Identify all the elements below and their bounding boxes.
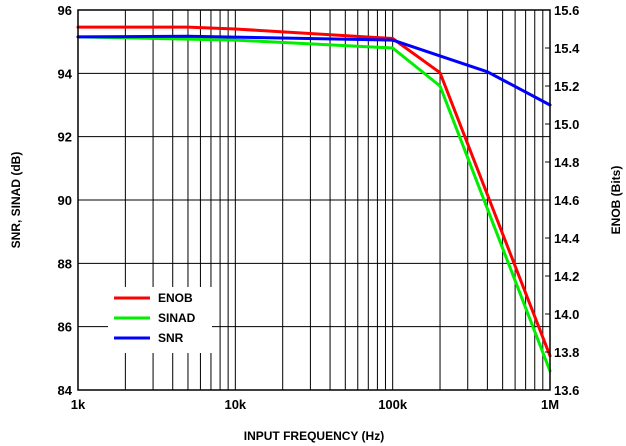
y2-tick-label: 15.0 (554, 117, 579, 132)
y2-tick-label: 14.2 (554, 269, 579, 284)
y2-tick-label: 13.8 (554, 345, 579, 360)
y2-tick-label: 13.6 (554, 383, 579, 398)
y2-tick-label: 15.2 (554, 79, 579, 94)
legend-label-enob: ENOB (158, 291, 193, 305)
y2-tick-label: 15.4 (554, 41, 580, 56)
y-tick-label: 86 (58, 320, 72, 335)
x-tick-label: 100k (378, 397, 408, 412)
y2-tick-label: 14.4 (554, 231, 580, 246)
y-tick-label: 94 (58, 66, 73, 81)
tick-labels: 84 86 88 90 92 94 96 13.6 13.8 14.0 14.2 14.4 14.6 14… (58, 3, 581, 412)
x-axis-title: INPUT FREQUENCY (Hz) (244, 429, 384, 443)
y2-axis-title: ENOB (Bits) (609, 166, 623, 235)
y-axis-title: SNR, SINAD (dB) (9, 152, 23, 249)
y2-tick-label: 14.8 (554, 155, 579, 170)
y2-tick-label: 14.6 (554, 193, 579, 208)
y2-tick-label: 15.6 (554, 3, 579, 18)
y-tick-label: 96 (58, 3, 72, 18)
x-tick-label: 10k (224, 397, 246, 412)
legend-label-snr: SNR (158, 331, 184, 345)
x-tick-label: 1M (541, 397, 559, 412)
y-tick-label: 84 (58, 383, 73, 398)
legend: ENOB SINAD SNR (108, 287, 212, 353)
x-tick-label: 1k (71, 397, 86, 412)
y-tick-label: 92 (58, 130, 72, 145)
series-lines (76, 25, 552, 373)
y-tick-label: 90 (58, 193, 72, 208)
series-line-enob (76, 25, 552, 358)
y-tick-label: 88 (58, 256, 72, 271)
y2-tick-label: 14.0 (554, 307, 579, 322)
legend-label-sinad: SINAD (158, 311, 196, 325)
series-line-sinad (76, 35, 552, 373)
series-line-snr (76, 34, 552, 107)
